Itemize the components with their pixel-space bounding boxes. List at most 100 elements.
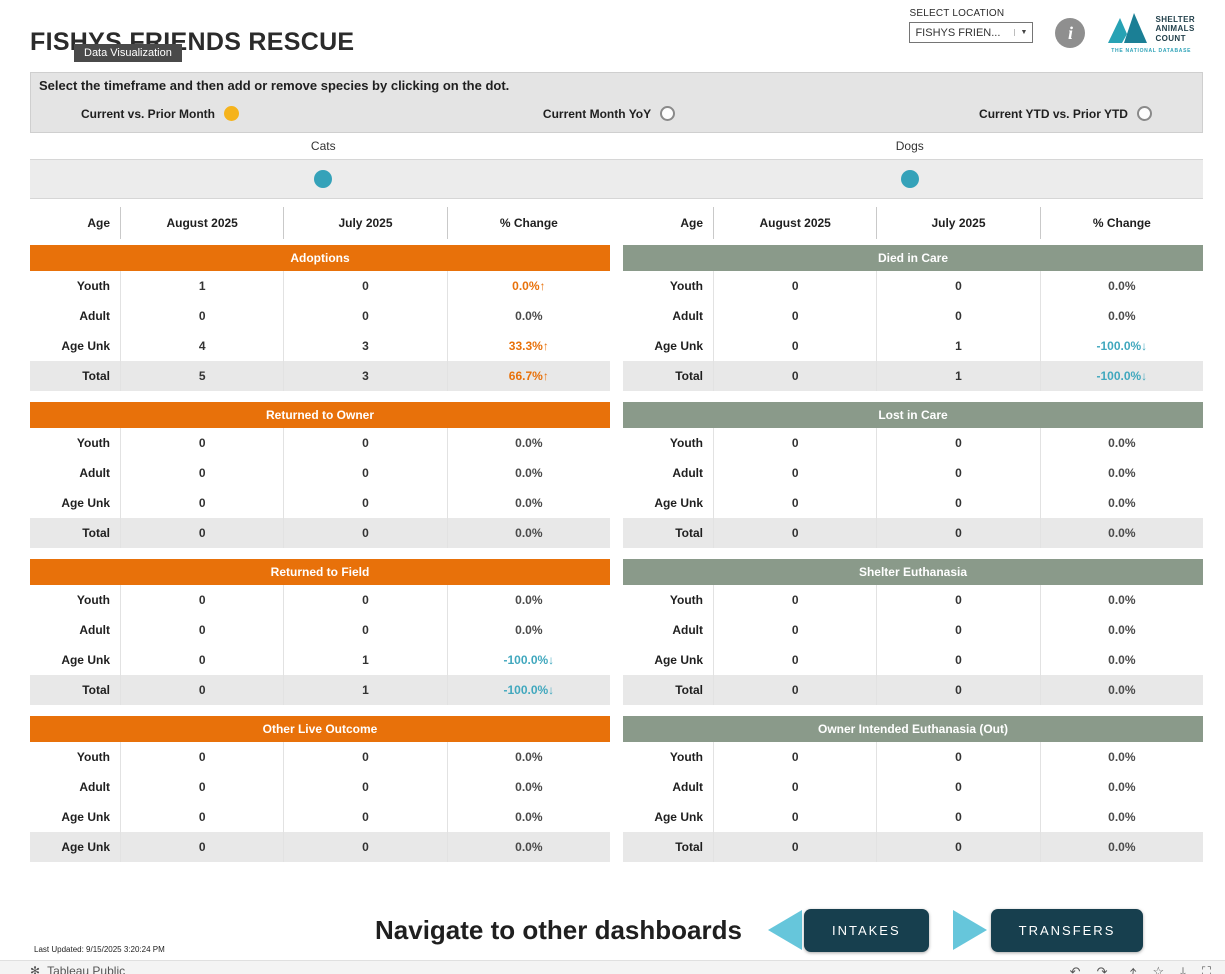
row-label: Age Unk [61,496,110,510]
value-current: 0 [713,331,876,361]
value-change: -100.0%↓ [1039,361,1203,391]
logo-wordmark: SHELTER ANIMALS COUNT [1155,14,1195,43]
redo-icon[interactable]: ↷ [1096,964,1108,974]
value-prior: 0 [876,675,1039,705]
table-row: Adult 0 0 0.0% [30,615,610,645]
location-selector: SELECT LOCATION FISHYS FRIEN... ▼ [909,8,1034,43]
logo-animals-icon [1108,13,1148,43]
table-row: Total 0 0 0.0% [623,518,1203,548]
value-prior: 0 [283,488,446,518]
row-label: Adult [672,309,703,323]
row-label: Youth [76,279,110,293]
value-change: 66.7%↑ [446,361,610,391]
section-returned-to-field: Returned to Field Youth 0 0 0.0% Adult 0 0 0.0% A… [30,559,610,705]
section-header: Returned to Owner [30,402,610,428]
section-header: Died in Care [623,245,1203,271]
table-row: Age Unk 0 0 0.0% [30,802,610,832]
fullscreen-icon[interactable]: ⛶ [1201,964,1211,974]
value-prior: 1 [283,645,446,675]
radio-selected-icon[interactable] [224,106,240,121]
value-prior: 0 [283,458,446,488]
tableau-public-link[interactable]: Tableau Public [47,964,126,974]
row-label: Total [82,369,110,383]
share-icon[interactable]: ⤴ [1123,964,1136,974]
value-change: 0.0% [1039,675,1203,705]
radio-unselected-icon[interactable] [1136,106,1152,121]
value-prior: 0 [283,772,446,802]
value-prior: 0 [876,428,1039,458]
row-label: Total [675,369,703,383]
table-row: Total 0 0 0.0% [623,675,1203,705]
value-prior: 0 [876,518,1039,548]
value-current: 0 [713,428,876,458]
value-prior: 0 [876,301,1039,331]
radio-unselected-icon[interactable] [660,106,676,121]
column-header-august-2025: August 2025 [120,207,283,239]
value-current: 0 [713,301,876,331]
row-label: Adult [79,623,110,637]
table-row: Age Unk 0 1 -100.0%↓ [30,645,610,675]
value-current: 0 [713,488,876,518]
section-returned-to-owner: Returned to Owner Youth 0 0 0.0% Adult 0 0 0.0% A… [30,402,610,548]
value-change: 33.3%↑ [446,331,610,361]
value-prior: 0 [876,585,1039,615]
column-header-august-2025: August 2025 [713,207,876,239]
value-change: 0.0% [446,488,610,518]
row-label: Adult [79,309,110,323]
value-prior: 0 [283,301,446,331]
column-header-age: Age [680,216,703,230]
timeframe-option-current-month-yoy[interactable]: Current Month YoY [542,106,676,121]
section-header: Lost in Care [623,402,1203,428]
value-prior: 0 [876,458,1039,488]
table-row: Youth 0 0 0.0% [30,742,610,772]
transfers-button[interactable]: TRANSFERS [990,908,1144,952]
star-icon[interactable]: ☆ [1152,964,1165,974]
table-row: Adult 0 0 0.0% [30,458,610,488]
value-prior: 0 [876,772,1039,802]
value-prior: 0 [283,832,446,862]
value-prior: 0 [876,271,1039,301]
section-header: Adoptions [30,245,610,271]
arrow-left-icon[interactable] [766,908,802,952]
value-change: 0.0% [446,428,610,458]
value-prior: 0 [876,742,1039,772]
table-row: Age Unk 0 0 0.0% [623,645,1203,675]
value-change: 0.0% [1039,645,1203,675]
value-prior: 0 [283,271,446,301]
value-change: 0.0% [446,742,610,772]
species-dot-dogs[interactable] [900,170,919,188]
species-dot-cats[interactable] [314,170,333,188]
undo-icon[interactable]: ↶ [1069,964,1081,974]
timeframe-row: Current vs. Prior Month Current Month YoY… [31,95,1202,132]
value-change: 0.0% [1039,518,1203,548]
row-label: Total [675,526,703,540]
species-label-dogs: Dogs [895,139,924,153]
timeframe-option-current-ytd-vs-prior-ytd[interactable]: Current YTD vs. Prior YTD [979,106,1152,121]
chevron-down-icon: ▼ [1013,29,1027,36]
table-row: Adult 0 0 0.0% [623,615,1203,645]
row-label: Youth [669,593,703,607]
row-label: Age Unk [61,840,110,854]
table-row: Youth 0 0 0.0% [30,428,610,458]
location-dropdown[interactable]: FISHYS FRIEN... ▼ [909,22,1034,43]
arrow-right-icon[interactable] [952,908,989,952]
row-label: Adult [672,623,703,637]
info-icon[interactable]: i [1055,18,1086,48]
value-current: 0 [713,832,876,862]
intakes-button[interactable]: INTAKES [803,908,929,952]
timeframe-option-current-vs-prior-month[interactable]: Current vs. Prior Month [81,106,240,121]
row-label: Total [82,683,110,697]
value-change: 0.0% [1039,271,1203,301]
table-row: Youth 0 0 0.0% [623,271,1203,301]
section-adoptions: Adoptions Youth 1 0 0.0%↑ Adult 0 0 0.0% Age Unk 4… [30,245,610,391]
value-change: 0.0% [1039,488,1203,518]
value-current: 0 [713,361,876,391]
download-icon[interactable]: ⤓ [1180,964,1186,974]
species-label-row: Cats Dogs [30,133,1203,159]
timeframe-option-label: Current Month YoY [542,106,652,121]
row-label: Adult [672,780,703,794]
tables: Age August 2025 July 2025% Change Adoptions… [30,207,1203,873]
table-row: Adult 0 0 0.0% [30,301,610,331]
table-group-cats: Age August 2025 July 2025% Change Adoptions… [30,207,610,873]
row-label: Total [675,840,703,854]
